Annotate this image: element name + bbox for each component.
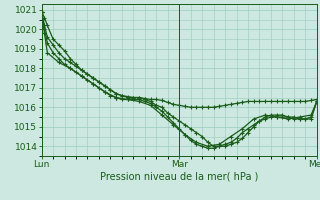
X-axis label: Pression niveau de la mer( hPa ): Pression niveau de la mer( hPa ) (100, 172, 258, 182)
